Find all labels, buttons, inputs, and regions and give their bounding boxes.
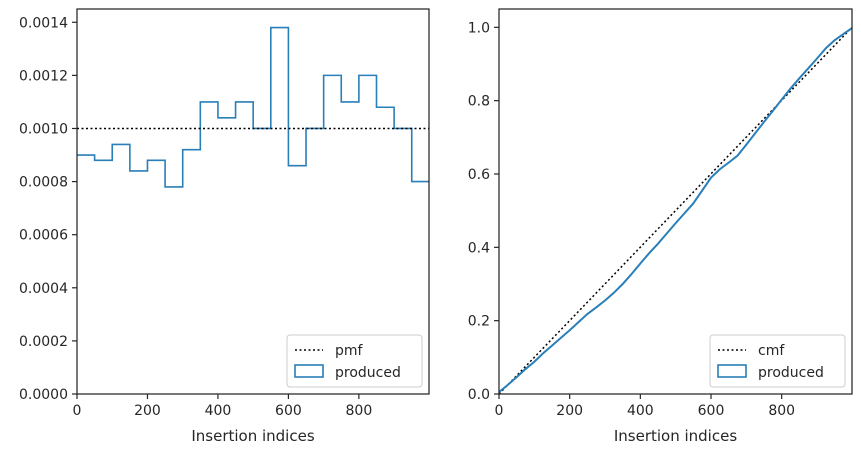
y-tick-label: 0.0014 (19, 15, 68, 31)
pmf-panel: 0 200 400 600 800 0.0000 0.0002 0.0004 0.0006 0.0… (19, 8, 430, 445)
pmf-legend-reference-label: pmf (335, 343, 364, 359)
y-tick-label: 0.4 (468, 240, 490, 256)
y-tick-label: 0.0010 (19, 121, 68, 137)
y-tick-label: 0.0002 (19, 334, 68, 350)
pmf-legend-produced-swatch (294, 364, 324, 378)
x-tick-label: 400 (627, 403, 654, 419)
y-tick-label: 0.0 (468, 387, 490, 403)
pmf-legend-box (286, 334, 423, 388)
pmf-axes-ticks: 0 200 400 600 800 0.0000 0.0002 0.0004 0.0006 0.0… (19, 15, 372, 419)
x-tick-label: 600 (698, 403, 725, 419)
cmf-legend-produced-swatch (717, 364, 747, 378)
cmf-legend: cmf produced (709, 334, 846, 388)
x-tick-label: 400 (205, 403, 232, 419)
y-tick-label: 0.2 (468, 314, 490, 330)
cmf-reference-line (498, 26, 853, 395)
cmf-legend-reference-label: cmf (758, 343, 785, 359)
pmf-legend-produced-label: produced (335, 365, 401, 381)
y-tick-label: 0.0000 (19, 387, 68, 403)
pmf-x-axis-label: Insertion indices (191, 427, 314, 445)
y-tick-label: 0.8 (468, 94, 490, 110)
cmf-panel: 0 200 400 600 800 0.0 0.2 0.4 0.6 0.8 1.0 Insertio… (468, 8, 853, 445)
cmf-legend-box (709, 334, 846, 388)
pmf-plot-frame (76, 8, 430, 395)
x-tick-label: 800 (346, 403, 373, 419)
cmf-plot-frame (498, 8, 853, 395)
y-tick-label: 1.0 (468, 20, 490, 36)
y-tick-label: 0.0012 (19, 68, 68, 84)
cmf-produced-line (498, 27, 853, 393)
cmf-legend-produced-label: produced (758, 365, 824, 381)
x-tick-label: 0 (73, 403, 82, 419)
cmf-axes-ticks: 0 200 400 600 800 0.0 0.2 0.4 0.6 0.8 1.0 (468, 20, 795, 419)
x-tick-label: 200 (134, 403, 161, 419)
x-tick-label: 800 (768, 403, 795, 419)
y-tick-label: 0.0008 (19, 175, 68, 191)
x-tick-label: 600 (275, 403, 302, 419)
cmf-x-axis-label: Insertion indices (614, 427, 737, 445)
y-tick-label: 0.6 (468, 167, 490, 183)
pmf-legend: pmf produced (286, 334, 423, 388)
x-tick-label: 200 (556, 403, 583, 419)
y-tick-label: 0.0004 (19, 281, 68, 297)
pmf-produced-step-line (77, 26, 429, 188)
y-tick-label: 0.0006 (19, 228, 68, 244)
x-tick-label: 0 (495, 403, 504, 419)
